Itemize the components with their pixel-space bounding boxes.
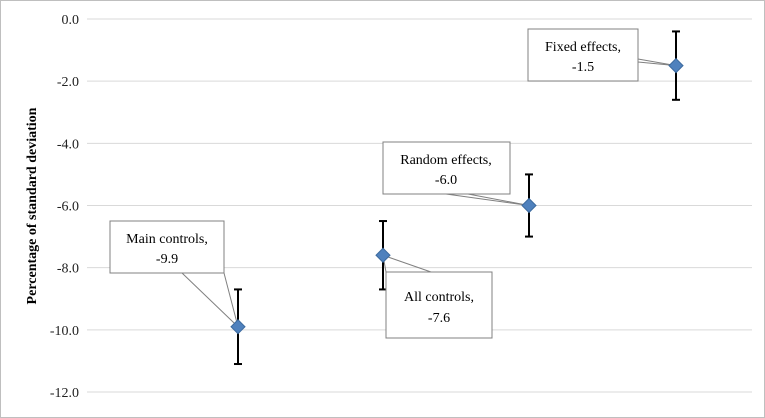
data-points bbox=[230, 57, 684, 335]
callout-value: -9.9 bbox=[156, 252, 178, 267]
callout-connector bbox=[445, 193, 530, 206]
callout-fixed-effects: Fixed effects, -1.5 bbox=[527, 28, 639, 82]
callout-main-controls: Main controls, -9.9 bbox=[109, 220, 225, 274]
callout-connector bbox=[382, 254, 432, 273]
callout-connector bbox=[467, 193, 530, 206]
callout-random-effects: Random effects, -6.0 bbox=[382, 141, 511, 195]
callout-value: -6.0 bbox=[435, 173, 457, 188]
data-point-diamond bbox=[230, 319, 246, 335]
y-tick-labels: 0.0 -2.0 -4.0 -6.0 -8.0 -10.0 -12.0 bbox=[50, 13, 79, 401]
y-tick-label: -12.0 bbox=[50, 386, 79, 401]
y-tick-label: -4.0 bbox=[57, 137, 79, 152]
callout-all-controls: All controls, -7.6 bbox=[385, 271, 493, 339]
y-tick-label: -6.0 bbox=[57, 200, 79, 215]
y-tick-label: -8.0 bbox=[57, 262, 79, 277]
y-tick-label: 0.0 bbox=[62, 13, 80, 28]
callout-label: Fixed effects, bbox=[545, 40, 621, 55]
callout-value: -1.5 bbox=[572, 60, 594, 75]
callout-label: Main controls, bbox=[126, 232, 208, 247]
y-tick-label: -2.0 bbox=[57, 75, 79, 90]
data-point-diamond bbox=[668, 57, 684, 74]
data-point-diamond bbox=[521, 197, 537, 214]
data-point-diamond bbox=[375, 247, 391, 263]
callout-value: -7.6 bbox=[428, 311, 450, 326]
callout-label: Random effects, bbox=[400, 153, 492, 168]
callout-label: All controls, bbox=[404, 290, 474, 305]
y-tick-label: -10.0 bbox=[50, 324, 79, 339]
callout-connector bbox=[181, 272, 239, 328]
y-axis-label: Percentage of standard deviation bbox=[25, 107, 40, 304]
callout-connector bbox=[223, 272, 239, 327]
